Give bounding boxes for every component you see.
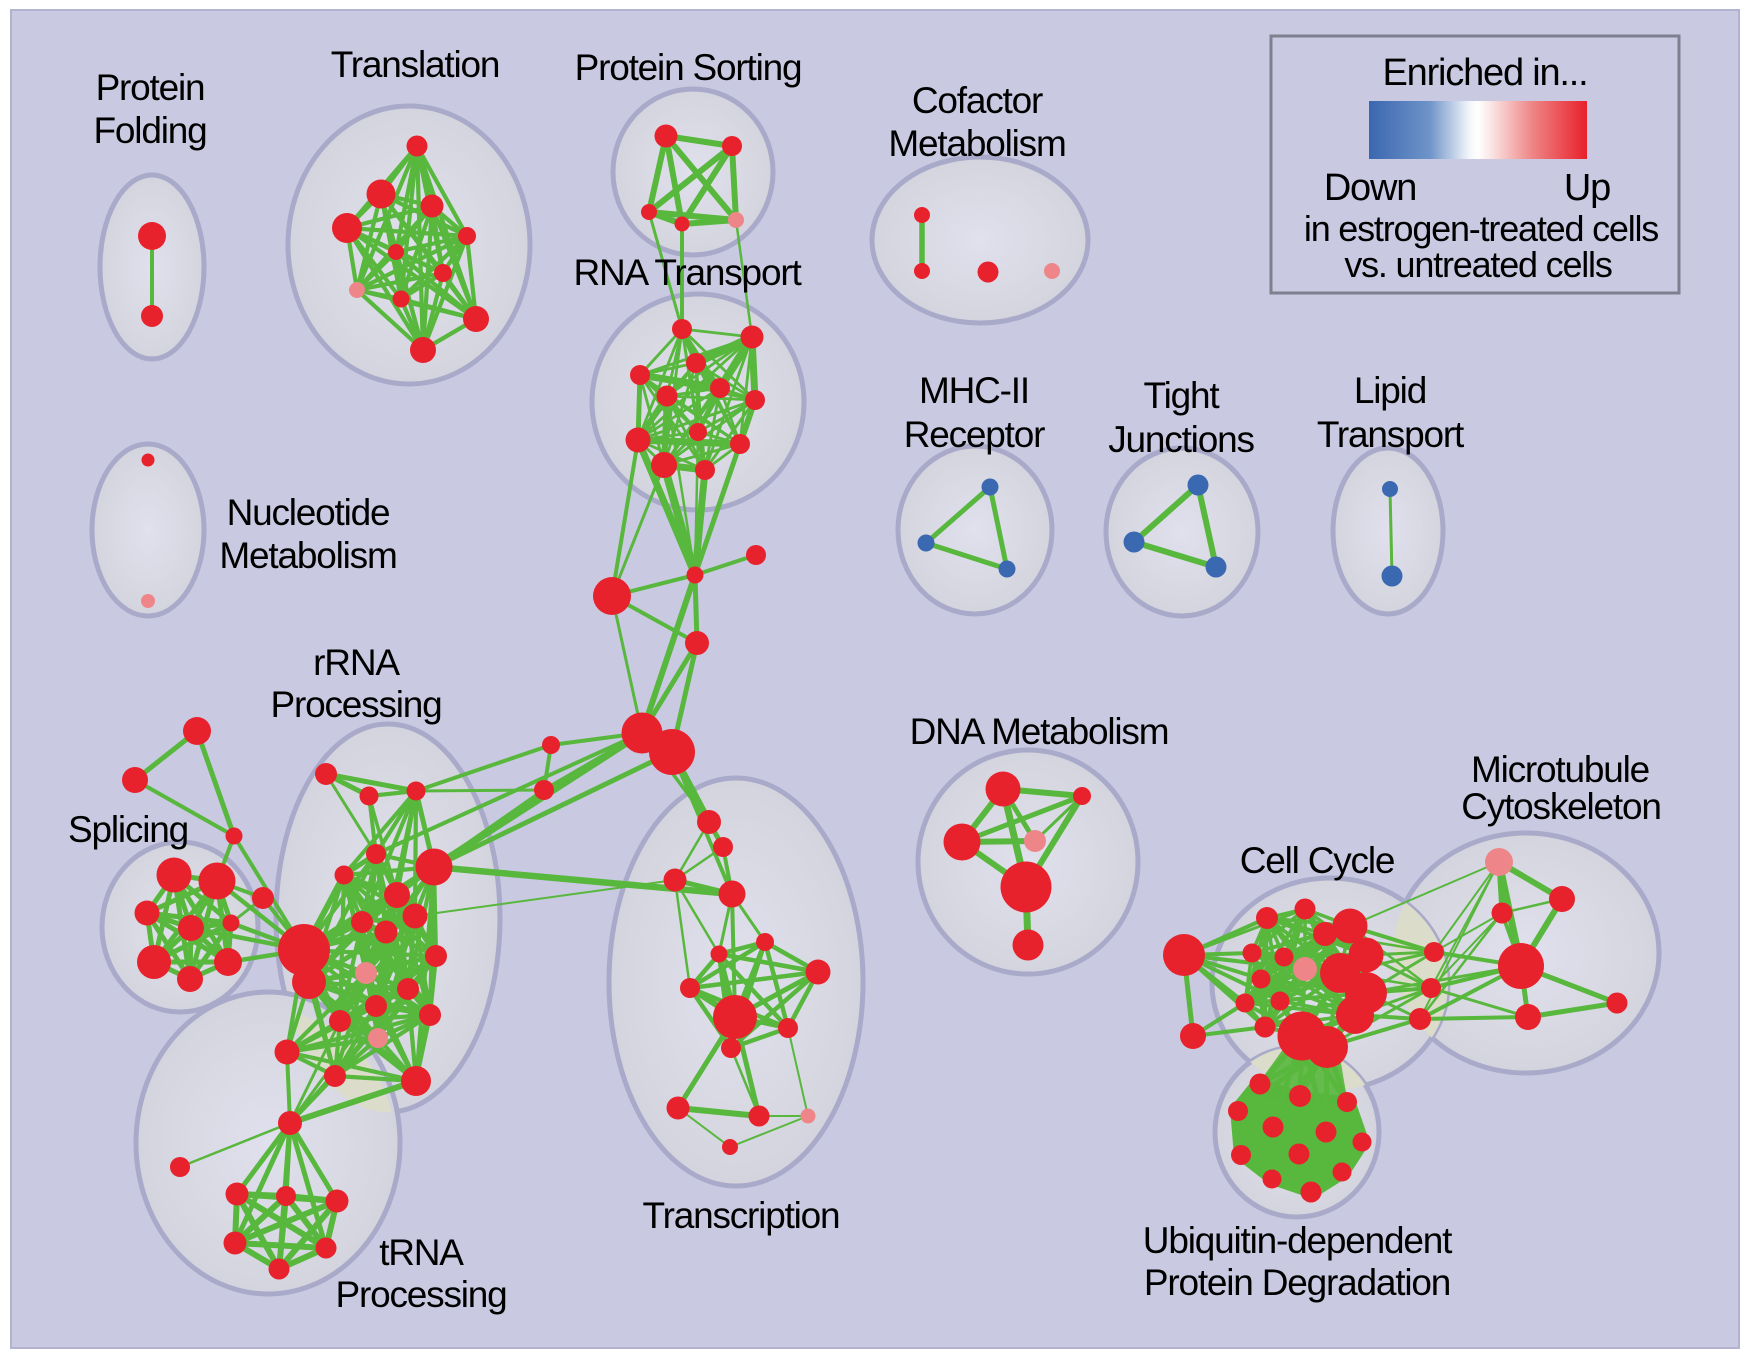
svg-text:Cytoskeleton: Cytoskeleton — [1461, 786, 1661, 827]
svg-text:Microtubule: Microtubule — [1471, 749, 1649, 790]
svg-text:Metabolism: Metabolism — [219, 535, 396, 576]
svg-text:Protein Degradation: Protein Degradation — [1144, 1262, 1450, 1303]
svg-text:RNA Transport: RNA Transport — [573, 252, 802, 293]
svg-text:in estrogen-treated cells: in estrogen-treated cells — [1304, 208, 1658, 249]
svg-text:Folding: Folding — [94, 110, 207, 151]
svg-text:Cofactor: Cofactor — [912, 80, 1043, 121]
svg-text:Ubiquitin-dependent: Ubiquitin-dependent — [1143, 1220, 1453, 1261]
svg-text:Processing: Processing — [270, 684, 441, 725]
svg-text:Cell Cycle: Cell Cycle — [1240, 840, 1395, 881]
svg-text:Receptor: Receptor — [904, 414, 1045, 455]
svg-text:Processing: Processing — [335, 1274, 506, 1315]
svg-text:Protein: Protein — [96, 67, 205, 108]
svg-text:Lipid: Lipid — [1354, 370, 1426, 411]
svg-text:DNA Metabolism: DNA Metabolism — [910, 711, 1169, 752]
svg-text:rRNA: rRNA — [313, 642, 400, 683]
svg-text:Protein Sorting: Protein Sorting — [575, 47, 802, 88]
svg-text:MHC-II: MHC-II — [919, 370, 1029, 411]
svg-text:Splicing: Splicing — [68, 809, 188, 850]
svg-text:Down: Down — [1324, 167, 1416, 209]
svg-text:Transport: Transport — [1317, 414, 1465, 455]
svg-text:Metabolism: Metabolism — [888, 123, 1065, 164]
svg-text:Enriched in...: Enriched in... — [1383, 52, 1588, 94]
svg-text:Transcription: Transcription — [643, 1195, 840, 1236]
svg-text:Up: Up — [1564, 167, 1610, 209]
svg-text:Translation: Translation — [331, 44, 499, 85]
svg-text:vs. untreated cells: vs. untreated cells — [1344, 244, 1612, 285]
svg-text:Nucleotide: Nucleotide — [227, 492, 390, 533]
svg-text:Tight: Tight — [1144, 375, 1221, 416]
svg-text:tRNA: tRNA — [379, 1232, 464, 1273]
svg-text:Junctions: Junctions — [1108, 419, 1254, 460]
